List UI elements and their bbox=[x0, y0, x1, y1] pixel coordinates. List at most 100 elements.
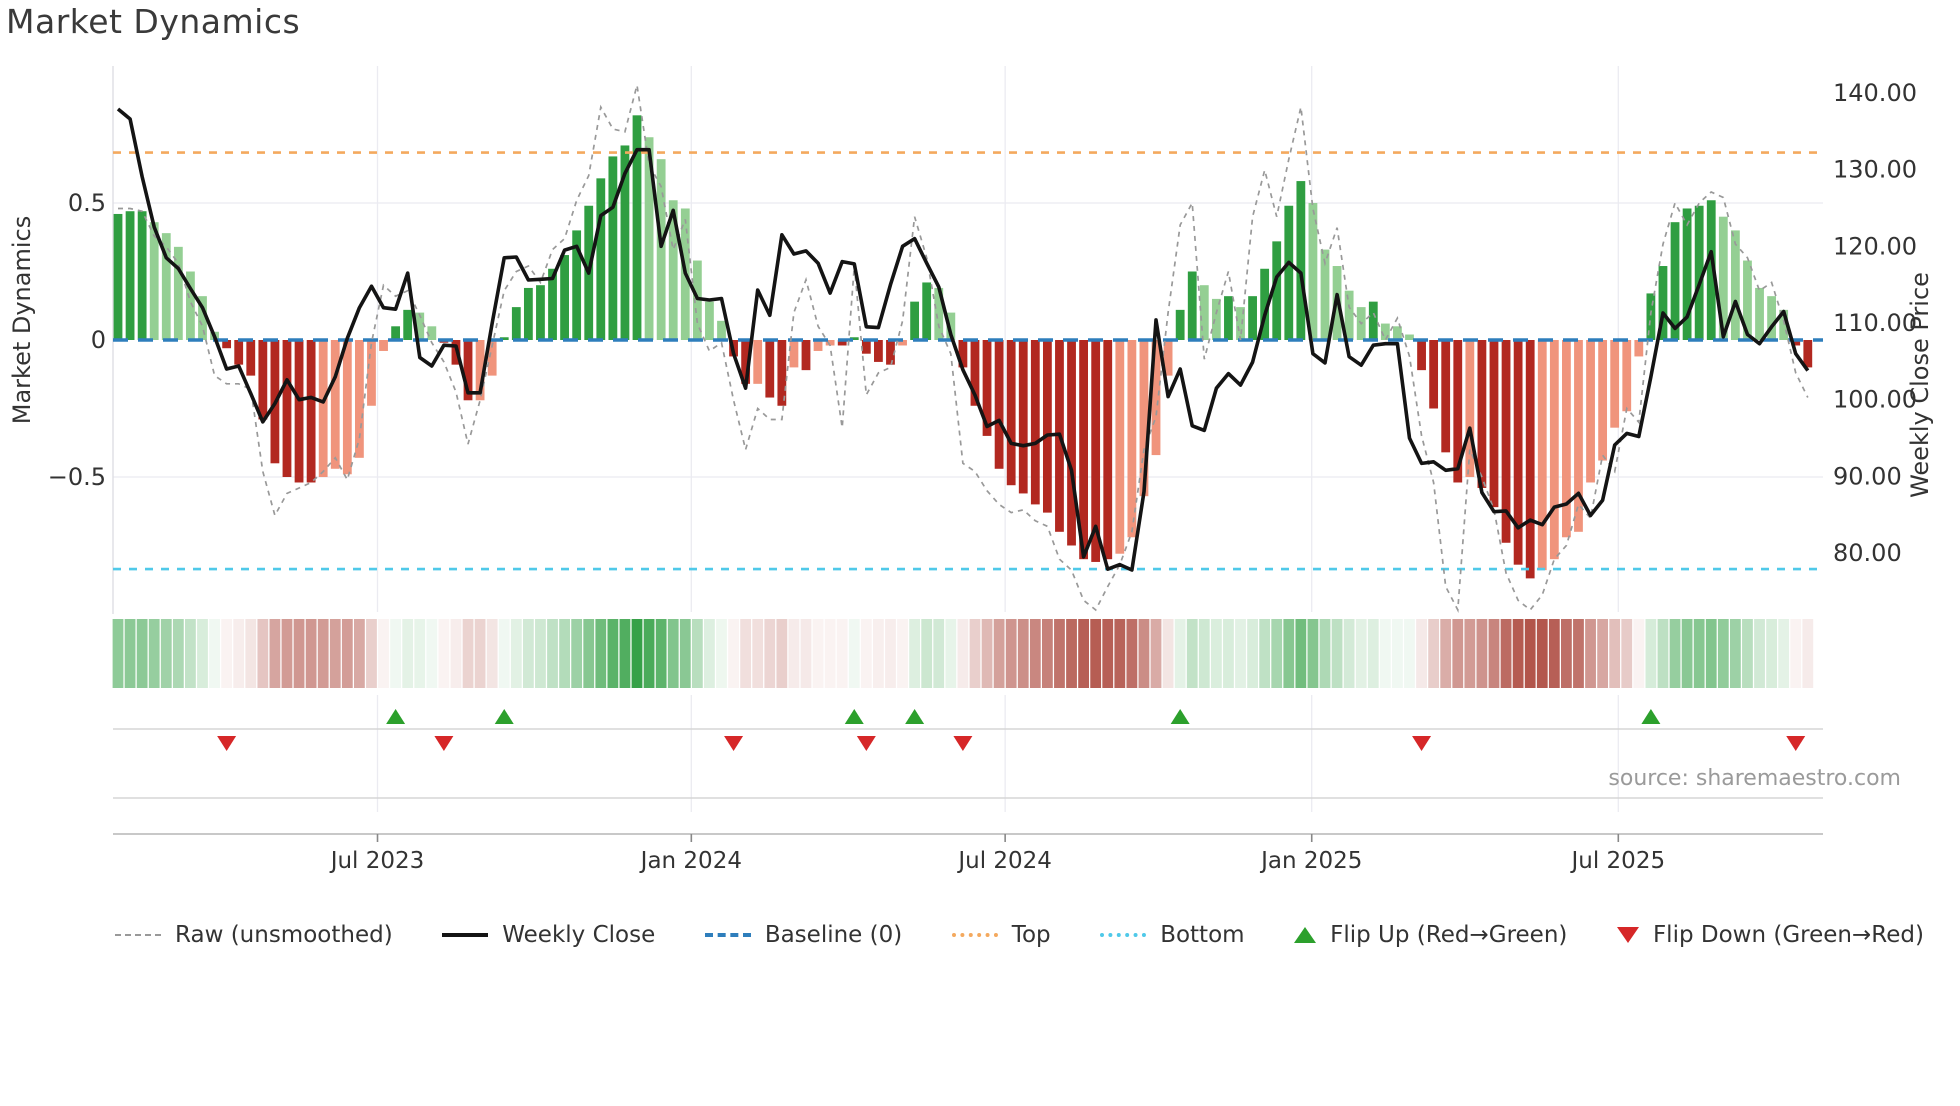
triangle-up-icon bbox=[1294, 927, 1317, 943]
oscillator-bar bbox=[910, 301, 920, 340]
oscillator-bar bbox=[1670, 222, 1680, 340]
oscillator-bar bbox=[1803, 340, 1813, 368]
right-tick-label: 110.00 bbox=[1833, 309, 1917, 337]
right-tick-label: 130.00 bbox=[1833, 156, 1917, 184]
x-tick-label: Jul 2024 bbox=[956, 848, 1052, 874]
legend: Raw (unsmoothed) Weekly Close Baseline (… bbox=[115, 922, 1924, 948]
oscillator-bar bbox=[1767, 296, 1776, 340]
heatmap-cell bbox=[124, 619, 136, 688]
x-tick-label: Jan 2025 bbox=[1259, 848, 1362, 874]
baseline-dash-icon bbox=[704, 933, 751, 937]
left-tick-label: 0.5 bbox=[68, 189, 106, 217]
oscillator-bar bbox=[1501, 340, 1511, 543]
heatmap-strip bbox=[112, 619, 1814, 688]
heatmap-cell bbox=[1392, 619, 1403, 688]
oscillator-bar bbox=[355, 340, 364, 458]
oscillator-bar bbox=[1199, 285, 1209, 340]
oscillator-bar bbox=[1187, 271, 1197, 340]
left-tick-label: −0.5 bbox=[48, 463, 106, 491]
flip-up-marker bbox=[844, 709, 864, 724]
heatmap-cell bbox=[1186, 619, 1198, 688]
heatmap-cell bbox=[969, 619, 981, 688]
oscillator-bar bbox=[342, 340, 352, 475]
oscillator-bar bbox=[463, 340, 473, 401]
oscillator-bar bbox=[1682, 208, 1692, 340]
heatmap-cell bbox=[1029, 619, 1041, 688]
oscillator-bar bbox=[741, 340, 751, 384]
heatmap-cell bbox=[317, 619, 329, 688]
oscillator-bar bbox=[1018, 340, 1028, 494]
oscillator-bar bbox=[499, 337, 509, 340]
oscillator-bar bbox=[198, 296, 207, 340]
heatmap-cell bbox=[1307, 619, 1319, 688]
x-tick-label: Jul 2025 bbox=[1569, 848, 1665, 874]
heatmap-cell bbox=[341, 619, 353, 688]
left-tick-label: 0 bbox=[91, 326, 106, 354]
flip-down-marker bbox=[434, 736, 454, 751]
heatmap-cell bbox=[740, 619, 752, 688]
oscillator-bar bbox=[1042, 340, 1052, 513]
oscillator-bar bbox=[391, 326, 401, 340]
heatmap-cell bbox=[1150, 619, 1162, 688]
legend-label: Flip Up (Red→Green) bbox=[1330, 922, 1568, 948]
oscillator-bar bbox=[1151, 340, 1161, 456]
heatmap-cell bbox=[957, 619, 969, 688]
oscillator-bar bbox=[560, 255, 569, 340]
oscillator-bar bbox=[1139, 340, 1149, 497]
oscillator-bar bbox=[861, 340, 871, 354]
oscillator-bar bbox=[1115, 340, 1125, 554]
heatmap-cell bbox=[981, 619, 993, 688]
oscillator-bar bbox=[1477, 340, 1487, 488]
oscillator-bar bbox=[330, 340, 340, 469]
oscillator-bar bbox=[922, 282, 932, 340]
right-tick-label: 80.00 bbox=[1833, 539, 1902, 567]
reference-lines bbox=[113, 151, 1823, 571]
heatmap-cell bbox=[462, 619, 474, 688]
oscillator-bar bbox=[608, 156, 618, 340]
oscillator-bar bbox=[1320, 249, 1330, 340]
oscillator-bar bbox=[934, 287, 944, 340]
oscillator-bar bbox=[282, 340, 292, 477]
oscillator-bar bbox=[222, 340, 232, 349]
oscillator-bar bbox=[1791, 340, 1801, 346]
oscillator-bar bbox=[1489, 340, 1499, 508]
heatmap-cell bbox=[160, 619, 172, 688]
oscillator-bar bbox=[1646, 293, 1656, 340]
heatmap-cell bbox=[1005, 619, 1017, 688]
oscillator-bar bbox=[1743, 260, 1752, 340]
oscillator-bar bbox=[1175, 309, 1185, 340]
heatmap-cell bbox=[776, 619, 788, 688]
oscillator-bar bbox=[548, 268, 557, 340]
oscillator-bar bbox=[668, 200, 678, 340]
heatmap-cell bbox=[1657, 619, 1669, 688]
heatmap-cell bbox=[800, 619, 812, 688]
heatmap-cell bbox=[607, 619, 619, 688]
right-axis-ticks: 140.00 130.00 120.00 110.00 100.00 90.00 80.00 bbox=[1833, 79, 1917, 567]
oscillator-bar bbox=[186, 271, 195, 340]
heatmap-cell bbox=[885, 619, 896, 688]
heatmap-cell bbox=[257, 619, 269, 688]
heatmap-cell bbox=[378, 619, 389, 688]
heatmap-cell bbox=[474, 619, 486, 688]
oscillator-bar bbox=[1562, 340, 1571, 538]
oscillator-bar bbox=[1622, 340, 1632, 412]
oscillator-bar bbox=[246, 340, 256, 376]
heatmap-cell bbox=[1343, 619, 1355, 688]
heatmap-cell bbox=[1645, 619, 1657, 688]
heatmap-cell bbox=[1223, 619, 1234, 688]
flip-down-marker bbox=[217, 736, 237, 751]
oscillator-bar bbox=[1658, 266, 1668, 340]
heatmap-cell bbox=[764, 619, 776, 688]
heatmap-cell bbox=[1717, 619, 1729, 688]
flip-up-marker bbox=[494, 709, 514, 724]
source-credit: source: sharemaestro.com bbox=[1608, 766, 1901, 791]
heatmap-cell bbox=[148, 619, 160, 688]
oscillator-bar bbox=[1465, 340, 1475, 477]
heatmap-cell bbox=[897, 619, 908, 688]
heatmap-cell bbox=[1416, 619, 1427, 688]
heatmap-cell bbox=[1766, 619, 1777, 688]
oscillator-bar bbox=[1067, 340, 1076, 546]
heatmap-cell bbox=[402, 619, 414, 688]
